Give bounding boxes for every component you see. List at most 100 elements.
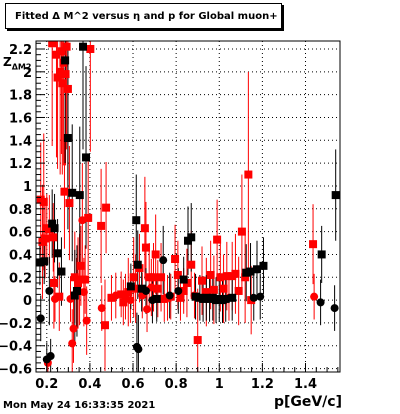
data-point-square — [221, 294, 230, 303]
data-point-square — [49, 233, 58, 242]
data-point-square — [52, 50, 61, 59]
data-point-circle — [97, 304, 106, 313]
data-point-square — [75, 191, 84, 200]
data-point-square — [152, 294, 161, 303]
y-tick-label: 0 — [23, 294, 32, 309]
y-tick-label: 0.8 — [9, 203, 32, 218]
y-tick-label: 1.4 — [9, 134, 32, 149]
data-point-square — [62, 42, 71, 51]
data-point-circle — [126, 296, 135, 305]
chart-title: Fitted Δ M^2 versus η and p for Global m… — [15, 10, 278, 22]
data-point-circle — [159, 256, 168, 265]
data-point-square — [198, 276, 207, 285]
data-point-square — [119, 298, 128, 307]
data-point-square — [244, 170, 253, 179]
data-point-square — [82, 153, 91, 162]
data-point-circle — [165, 291, 174, 300]
data-point-square — [70, 273, 79, 282]
data-point-circle — [36, 314, 45, 323]
y-tick-label: 0.6 — [9, 226, 32, 241]
data-point-square — [309, 240, 318, 249]
data-point-square — [153, 284, 162, 293]
data-point-circle — [82, 316, 91, 325]
data-point-square — [145, 273, 154, 282]
data-point-square — [79, 42, 88, 51]
data-point-square — [237, 227, 246, 236]
data-point-circle — [79, 288, 88, 297]
data-point-square — [48, 41, 57, 48]
data-point-square — [242, 268, 251, 277]
data-point-square — [126, 282, 135, 291]
data-point-square — [171, 255, 180, 264]
data-point-square — [173, 270, 182, 279]
data-point-square — [45, 225, 54, 234]
data-point-square — [151, 250, 160, 259]
y-tick-label: −0.2 — [0, 317, 32, 332]
data-point-square — [50, 224, 59, 233]
data-point-circle — [316, 298, 325, 307]
data-point-square — [63, 134, 72, 143]
data-point-square — [187, 233, 196, 242]
data-point-square — [191, 292, 200, 301]
data-point-square — [56, 67, 65, 76]
data-point-square — [317, 250, 326, 259]
data-point-square — [48, 219, 57, 228]
data-point-square — [216, 273, 225, 282]
data-point-square — [58, 79, 67, 88]
data-point-square — [41, 234, 50, 243]
data-point-circle — [68, 339, 77, 348]
data-point-circle — [310, 292, 319, 301]
plot-frame — [35, 40, 341, 373]
y-tick-label: 1.6 — [9, 111, 32, 126]
x-tick-label: 0.8 — [165, 377, 188, 392]
x-tick-label: 0.6 — [122, 377, 145, 392]
y-axis-label-subscript: ΔM2 — [11, 62, 32, 72]
y-tick-label: 0.4 — [9, 248, 32, 263]
data-point-circle — [143, 305, 152, 314]
data-point-square — [176, 293, 185, 302]
data-point-square — [84, 213, 93, 222]
data-point-square — [102, 203, 111, 212]
data-point-circle — [174, 286, 183, 295]
y-axis-label: ZΔM2 — [3, 55, 31, 71]
data-point-square — [252, 265, 261, 274]
y-tick-label: 1.8 — [9, 89, 32, 104]
y-tick-label: 1 — [23, 180, 32, 195]
data-point-square — [137, 284, 146, 293]
data-point-square — [100, 321, 109, 330]
data-point-circle — [256, 292, 265, 301]
data-point-square — [124, 288, 133, 297]
data-point-square — [331, 191, 340, 200]
data-point-square — [55, 292, 64, 301]
data-point-square — [187, 260, 196, 269]
data-point-square — [53, 73, 62, 82]
data-point-square — [246, 267, 255, 276]
data-point-circle — [46, 352, 55, 361]
x-tick-label: 0.2 — [35, 377, 58, 392]
data-point-square — [97, 221, 106, 230]
data-point-square — [132, 216, 141, 225]
data-point-square — [193, 336, 202, 345]
data-point-square — [228, 293, 237, 302]
data-point-square — [39, 197, 48, 206]
data-point-square — [149, 273, 158, 282]
data-point-square — [86, 44, 95, 53]
date-stamp: Mon May 24 16:33:35 2021 — [3, 400, 156, 411]
y-axis-label-main: Z — [3, 55, 12, 69]
data-point-square — [133, 260, 142, 269]
data-point-square — [57, 267, 66, 276]
data-point-square — [57, 47, 66, 56]
data-point-square — [49, 278, 58, 287]
y-tick-label: 1.2 — [9, 157, 32, 172]
data-point-square — [231, 269, 240, 278]
data-point-square — [72, 286, 81, 295]
data-point-square — [234, 286, 243, 295]
data-point-square — [157, 273, 166, 282]
x-tick-label: 0.4 — [78, 377, 101, 392]
y-tick-label: 0.2 — [9, 271, 32, 286]
data-point-square — [61, 70, 70, 79]
data-point-circle — [45, 286, 54, 295]
data-point-square — [65, 199, 74, 208]
data-point-square — [81, 275, 90, 284]
